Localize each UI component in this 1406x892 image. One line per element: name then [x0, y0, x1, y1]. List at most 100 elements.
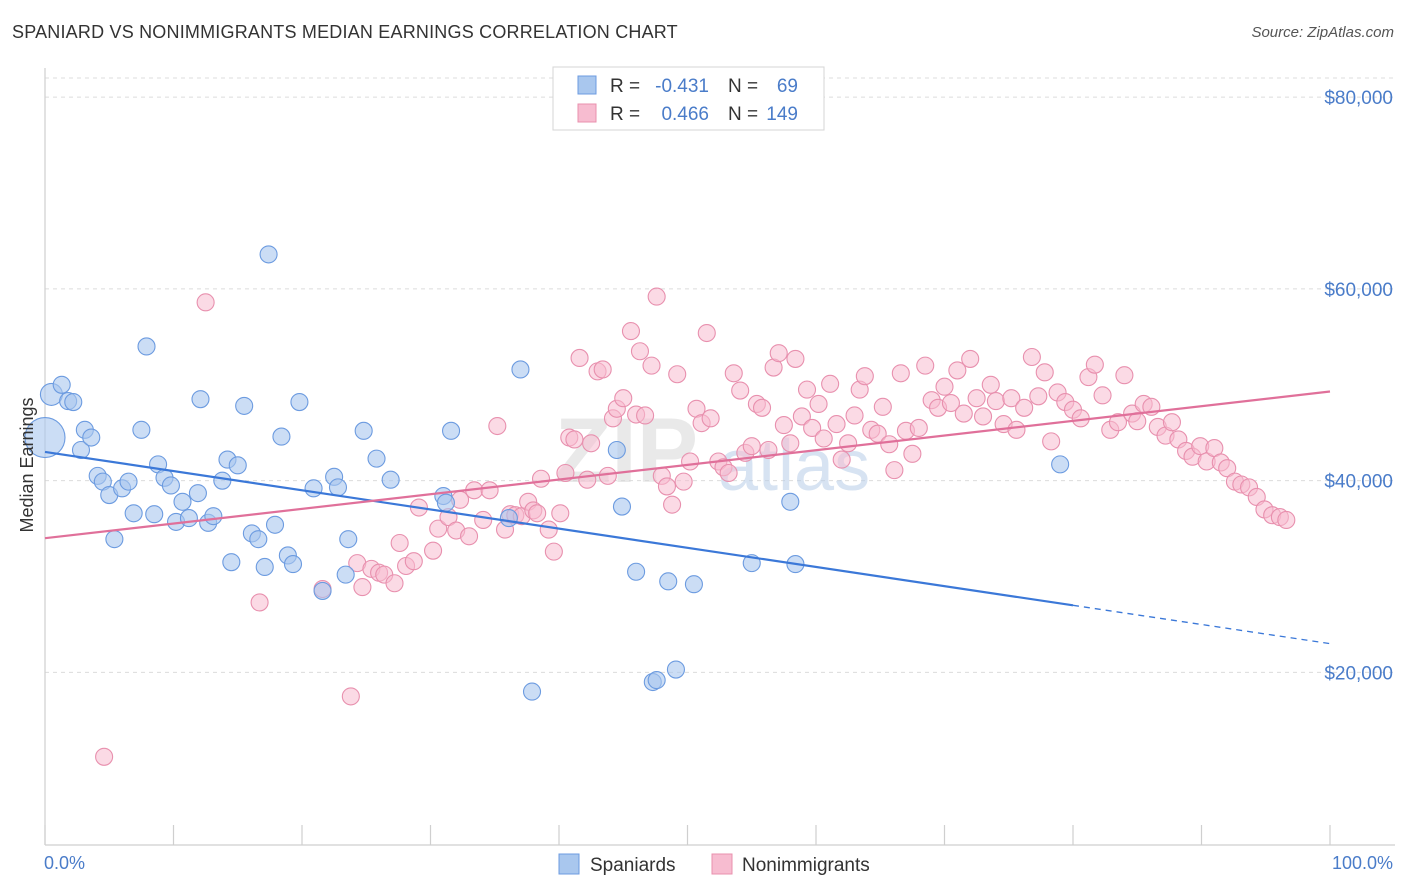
point-nonimmigrants — [668, 365, 687, 384]
point-nonimmigrants — [196, 293, 215, 312]
legend-r-label-1: R = — [610, 76, 640, 97]
point-spaniards — [290, 393, 309, 412]
point-spaniards — [522, 682, 542, 701]
y-tick-label: $80,000 — [1324, 88, 1393, 109]
point-nonimmigrants — [647, 287, 666, 306]
point-nonimmigrants — [404, 552, 423, 571]
point-nonimmigrants — [855, 367, 874, 386]
point-nonimmigrants — [674, 472, 693, 491]
grid-layer — [45, 77, 1395, 673]
point-nonimmigrants — [845, 406, 864, 425]
point-nonimmigrants — [424, 541, 443, 560]
point-spaniards — [188, 484, 207, 503]
point-nonimmigrants — [1029, 387, 1048, 406]
point-nonimmigrants — [429, 519, 448, 538]
point-nonimmigrants — [1035, 363, 1054, 382]
point-spaniards — [173, 492, 192, 511]
point-spaniards — [204, 507, 223, 526]
legend-r-label-2: R = — [610, 104, 640, 125]
point-spaniards — [283, 555, 303, 574]
trendline-nonimmigrants — [44, 390, 1331, 540]
point-nonimmigrants — [803, 418, 822, 437]
point-nonimmigrants — [598, 466, 617, 485]
point-nonimmigrants — [1277, 510, 1296, 530]
y-tick-label: $40,000 — [1324, 472, 1393, 493]
point-nonimmigrants — [821, 374, 840, 393]
point-spaniards — [436, 493, 455, 512]
point-spaniards — [265, 515, 285, 534]
point-nonimmigrants — [961, 349, 980, 368]
point-spaniards — [71, 440, 91, 460]
point-nonimmigrants — [786, 349, 805, 368]
y-tick-label: $60,000 — [1324, 280, 1393, 301]
point-spaniards — [235, 396, 254, 415]
legend-n-label-2: N = — [728, 104, 758, 125]
point-nonimmigrants — [385, 574, 404, 593]
point-nonimmigrants — [551, 504, 570, 523]
legend-r-value-2: 0.466 — [661, 104, 709, 125]
point-nonimmigrants — [986, 392, 1005, 411]
point-nonimmigrants — [488, 416, 507, 436]
point-nonimmigrants — [839, 434, 858, 453]
point-spaniards — [161, 476, 180, 495]
point-spaniards — [119, 472, 138, 491]
point-nonimmigrants — [916, 356, 935, 375]
point-nonimmigrants — [701, 409, 720, 428]
bottom-legend-swatch-nonimmigrants — [711, 853, 733, 875]
point-nonimmigrants — [973, 407, 993, 426]
point-spaniards — [64, 393, 83, 412]
point-nonimmigrants — [621, 322, 641, 341]
chart-title: SPANIARD VS NONIMMIGRANTS MEDIAN EARNING… — [12, 22, 678, 42]
point-nonimmigrants — [719, 463, 738, 483]
point-spaniards — [255, 557, 274, 577]
point-nonimmigrants — [935, 377, 954, 396]
y-tick-label: $20,000 — [1324, 663, 1393, 684]
point-nonimmigrants — [797, 380, 817, 399]
legend-r-value-1: -0.431 — [655, 76, 709, 97]
point-nonimmigrants — [1022, 347, 1041, 367]
point-nonimmigrants — [95, 747, 114, 766]
point-spaniards — [313, 581, 332, 600]
point-nonimmigrants — [1115, 366, 1134, 385]
point-nonimmigrants — [1007, 420, 1026, 439]
point-nonimmigrants — [528, 504, 547, 523]
chart-source: Source: ZipAtlas.com — [1251, 24, 1394, 41]
point-spaniards — [354, 421, 373, 440]
point-nonimmigrants — [827, 415, 846, 434]
point-spaniards — [137, 337, 156, 356]
point-nonimmigrants — [341, 687, 360, 706]
point-nonimmigrants — [593, 360, 612, 379]
legend-n-value-1: 69 — [777, 76, 798, 97]
point-spaniards — [249, 530, 268, 549]
point-nonimmigrants — [891, 364, 910, 383]
point-nonimmigrants — [731, 381, 750, 400]
point-spaniards — [328, 478, 348, 497]
point-spaniards — [659, 572, 678, 591]
point-nonimmigrants — [697, 323, 716, 343]
point-nonimmigrants — [250, 593, 269, 612]
point-spaniards — [124, 504, 143, 523]
point-spaniards — [24, 416, 66, 459]
point-spaniards — [191, 390, 210, 409]
point-nonimmigrants — [880, 435, 899, 454]
point-nonimmigrants — [885, 461, 904, 480]
point-nonimmigrants — [657, 477, 676, 496]
point-nonimmigrants — [1162, 413, 1181, 432]
point-nonimmigrants — [724, 364, 743, 383]
point-nonimmigrants — [832, 450, 851, 469]
trend-layer — [44, 390, 1331, 645]
point-nonimmigrants — [792, 407, 811, 426]
point-nonimmigrants — [752, 398, 772, 417]
point-nonimmigrants — [967, 389, 986, 408]
point-spaniards — [105, 530, 124, 549]
point-nonimmigrants — [1085, 355, 1104, 374]
point-nonimmigrants — [353, 578, 372, 597]
point-nonimmigrants — [809, 394, 828, 414]
point-nonimmigrants — [565, 430, 584, 449]
point-spaniards — [607, 440, 626, 460]
trendline-spaniards — [44, 450, 1074, 607]
bottom-legend-spaniards: Spaniards — [590, 855, 676, 876]
point-nonimmigrants — [1042, 432, 1061, 451]
point-nonimmigrants — [663, 495, 682, 514]
